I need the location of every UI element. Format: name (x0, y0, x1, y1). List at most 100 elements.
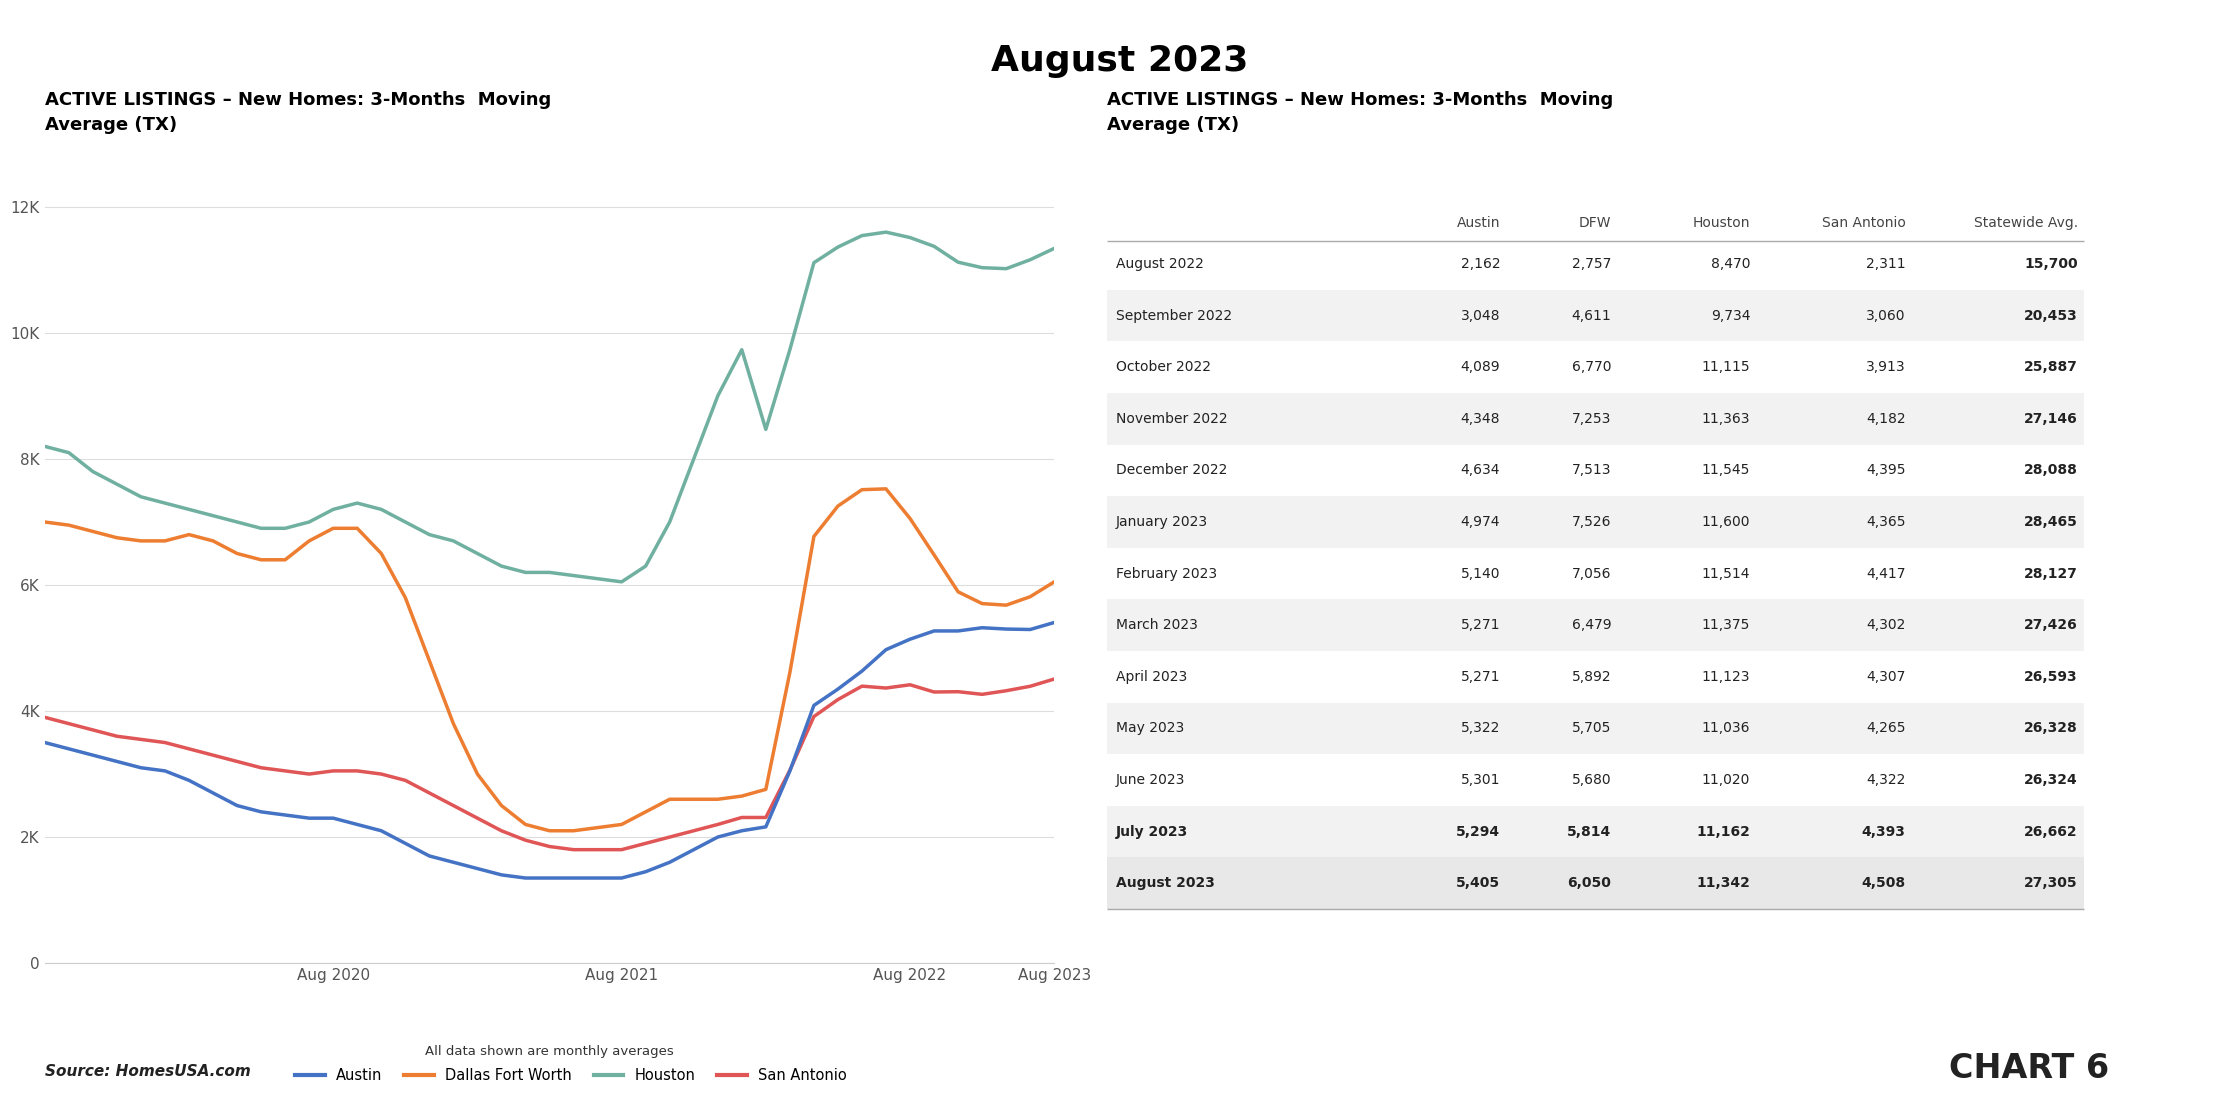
Text: 4,365: 4,365 (1866, 515, 1906, 529)
Text: 11,036: 11,036 (1702, 722, 1749, 735)
Legend: Austin, Dallas Fort Worth, Houston, San Antonio: Austin, Dallas Fort Worth, Houston, San … (289, 1062, 853, 1088)
Text: August 2023: August 2023 (1116, 877, 1214, 890)
Text: ACTIVE LISTINGS – New Homes: 3-Months  Moving
Average (TX): ACTIVE LISTINGS – New Homes: 3-Months Mo… (1107, 91, 1613, 134)
Text: 4,307: 4,307 (1866, 670, 1906, 684)
Text: 26,328: 26,328 (2025, 722, 2079, 735)
Text: 5,405: 5,405 (1456, 877, 1501, 890)
Text: 7,253: 7,253 (1572, 412, 1611, 426)
Text: 5,271: 5,271 (1460, 670, 1501, 684)
Text: 4,508: 4,508 (1861, 877, 1906, 890)
Text: DFW: DFW (1579, 216, 1611, 230)
Text: 27,426: 27,426 (2025, 618, 2079, 632)
Text: 27,305: 27,305 (2025, 877, 2079, 890)
Text: 11,123: 11,123 (1702, 670, 1749, 684)
Text: October 2022: October 2022 (1116, 360, 1212, 374)
Text: 4,302: 4,302 (1866, 618, 1906, 632)
Text: Statewide Avg.: Statewide Avg. (1973, 216, 2079, 230)
Text: 26,662: 26,662 (2025, 825, 2079, 839)
Text: ACTIVE LISTINGS – New Homes: 3-Months  Moving
Average (TX): ACTIVE LISTINGS – New Homes: 3-Months Mo… (45, 91, 551, 134)
Text: May 2023: May 2023 (1116, 722, 1185, 735)
Bar (1107, 496, 2085, 548)
Text: San Antonio: San Antonio (1821, 216, 1906, 230)
Text: 9,734: 9,734 (1711, 309, 1749, 322)
Text: 11,600: 11,600 (1702, 515, 1749, 529)
Text: August 2023: August 2023 (992, 44, 1248, 79)
Text: January 2023: January 2023 (1116, 515, 1207, 529)
Text: 3,913: 3,913 (1866, 360, 1906, 374)
Text: 2,311: 2,311 (1866, 257, 1906, 271)
Text: 4,348: 4,348 (1460, 412, 1501, 426)
Text: 5,892: 5,892 (1572, 670, 1611, 684)
Text: July 2023: July 2023 (1116, 825, 1189, 839)
Text: 4,182: 4,182 (1866, 412, 1906, 426)
Text: 26,593: 26,593 (2025, 670, 2079, 684)
Text: 5,294: 5,294 (1456, 825, 1501, 839)
Text: 7,526: 7,526 (1572, 515, 1611, 529)
Text: 25,887: 25,887 (2023, 360, 2079, 374)
Text: 4,265: 4,265 (1866, 722, 1906, 735)
Bar (1107, 548, 2085, 599)
Text: 4,089: 4,089 (1460, 360, 1501, 374)
Text: 4,393: 4,393 (1861, 825, 1906, 839)
Text: 4,611: 4,611 (1572, 309, 1611, 322)
Text: August 2022: August 2022 (1116, 257, 1203, 271)
Text: 11,020: 11,020 (1702, 773, 1749, 787)
Text: 11,375: 11,375 (1702, 618, 1749, 632)
Bar (1107, 599, 2085, 651)
Text: 6,479: 6,479 (1572, 618, 1611, 632)
Text: 27,146: 27,146 (2025, 412, 2079, 426)
Bar (1107, 806, 2085, 858)
Text: 3,060: 3,060 (1866, 309, 1906, 322)
Bar (1107, 445, 2085, 496)
Text: 4,974: 4,974 (1460, 515, 1501, 529)
Text: 4,322: 4,322 (1866, 773, 1906, 787)
Bar (1107, 651, 2085, 703)
Text: November 2022: November 2022 (1116, 412, 1228, 426)
Bar (1107, 290, 2085, 341)
Bar (1107, 393, 2085, 445)
Bar (1107, 858, 2085, 909)
Text: 2,757: 2,757 (1572, 257, 1611, 271)
Text: 2,162: 2,162 (1460, 257, 1501, 271)
Text: 5,301: 5,301 (1460, 773, 1501, 787)
Text: 4,634: 4,634 (1460, 464, 1501, 477)
Text: 5,814: 5,814 (1568, 825, 1611, 839)
Text: February 2023: February 2023 (1116, 567, 1216, 580)
Text: 11,162: 11,162 (1696, 825, 1749, 839)
Text: 5,322: 5,322 (1460, 722, 1501, 735)
Text: 20,453: 20,453 (2025, 309, 2079, 322)
Text: 5,705: 5,705 (1572, 722, 1611, 735)
Text: 26,324: 26,324 (2025, 773, 2079, 787)
Text: 28,127: 28,127 (2023, 567, 2079, 580)
Text: CHART 6: CHART 6 (1949, 1052, 2108, 1085)
Text: March 2023: March 2023 (1116, 618, 1198, 632)
Text: 28,088: 28,088 (2023, 464, 2079, 477)
Text: 5,680: 5,680 (1572, 773, 1611, 787)
Text: April 2023: April 2023 (1116, 670, 1187, 684)
Text: December 2022: December 2022 (1116, 464, 1228, 477)
Bar (1107, 754, 2085, 806)
Text: 7,056: 7,056 (1572, 567, 1611, 580)
Bar (1107, 341, 2085, 393)
Text: 6,050: 6,050 (1568, 877, 1611, 890)
Text: 6,770: 6,770 (1572, 360, 1611, 374)
Bar (1107, 703, 2085, 754)
Text: 7,513: 7,513 (1572, 464, 1611, 477)
Text: 8,470: 8,470 (1711, 257, 1749, 271)
Text: 5,271: 5,271 (1460, 618, 1501, 632)
Text: All data shown are monthly averages: All data shown are monthly averages (426, 1045, 674, 1058)
Text: 11,342: 11,342 (1696, 877, 1749, 890)
Text: Austin: Austin (1456, 216, 1501, 230)
Bar (1107, 238, 2085, 290)
Text: September 2022: September 2022 (1116, 309, 1232, 322)
Text: Source: HomesUSA.com: Source: HomesUSA.com (45, 1064, 251, 1079)
Text: 4,417: 4,417 (1866, 567, 1906, 580)
Text: 11,545: 11,545 (1702, 464, 1749, 477)
Text: 5,140: 5,140 (1460, 567, 1501, 580)
Text: 4,395: 4,395 (1866, 464, 1906, 477)
Text: 15,700: 15,700 (2025, 257, 2079, 271)
Text: 3,048: 3,048 (1460, 309, 1501, 322)
Text: 11,363: 11,363 (1702, 412, 1749, 426)
Text: Houston: Houston (1693, 216, 1749, 230)
Text: 11,115: 11,115 (1702, 360, 1749, 374)
